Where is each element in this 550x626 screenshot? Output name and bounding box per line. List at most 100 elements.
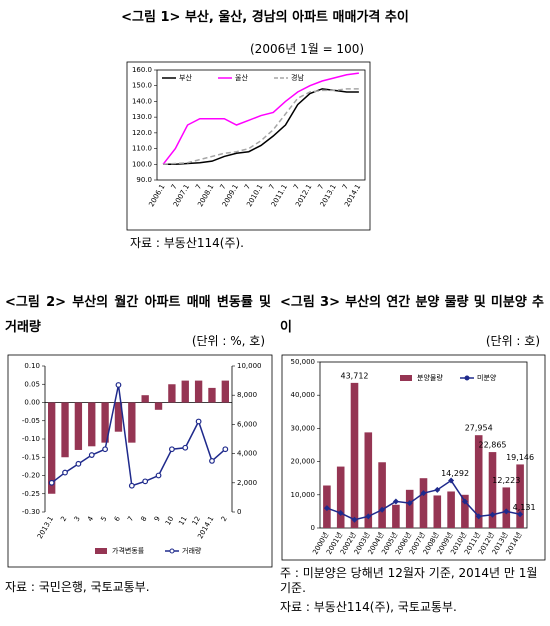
x-tick-label: 11: [177, 515, 188, 527]
bar: [336, 466, 345, 528]
marker: [379, 506, 386, 513]
figure-subtitle: (단위 : %, 호): [191, 334, 265, 348]
y2-tick-label: 0: [237, 508, 241, 516]
bar: [461, 494, 469, 528]
x-tick-label: 9: [153, 515, 162, 523]
legend-label: 미분양: [477, 373, 497, 382]
y-tick-label: 110.0: [132, 145, 152, 153]
marker: [448, 477, 455, 484]
bar: [350, 382, 359, 528]
bar: [502, 487, 511, 528]
marker: [420, 490, 427, 497]
x-tick-label: 7: [316, 183, 325, 191]
marker: [392, 498, 399, 505]
y-tick-label: -0.20: [22, 472, 40, 480]
y-tick-label: 0.10: [24, 362, 40, 370]
y-tick-label: 140.0: [132, 97, 152, 105]
x-tick-label: 12: [191, 515, 202, 527]
x-tick-label: 7: [219, 183, 228, 191]
value-label: 27,954: [465, 424, 493, 433]
marker: [75, 460, 82, 467]
y-tick-label: 0: [311, 524, 315, 532]
bar: [101, 402, 109, 443]
source-note: 자료 : 국민은행, 국토교통부.: [5, 580, 150, 594]
line: [162, 72, 359, 165]
x-tick-label: 8: [139, 515, 148, 523]
y-tick-label: 130.0: [132, 113, 152, 121]
marker: [195, 418, 202, 425]
bar: [392, 504, 400, 528]
y-tick-label: -0.15: [22, 453, 40, 461]
figure-subtitle: (단위 : 호): [485, 334, 540, 348]
legend-marker: [464, 375, 470, 381]
source-note: 자료 : 부동산114(주).: [130, 236, 244, 250]
x-tick-label: 7: [292, 183, 301, 191]
legend-label: 거래량: [182, 546, 202, 555]
y-tick-label: 0.00: [24, 399, 40, 407]
figure-title: <그림 3> 부산의 연간 분양 물량 및 미분양 추이: [280, 295, 544, 335]
legend-label: 울산: [235, 73, 248, 82]
bar: [194, 380, 203, 403]
y-tick-label: 20,000: [291, 458, 316, 466]
marker: [475, 513, 482, 520]
x-tick-label: 6: [113, 515, 122, 523]
y-tick-label: 100.0: [132, 160, 152, 168]
bar: [221, 380, 229, 403]
bar: [419, 478, 428, 528]
y-tick-label: 50,000: [291, 358, 316, 366]
y-tick-label: 160.0: [132, 66, 152, 74]
y2-tick-label: 6,000: [237, 420, 257, 428]
marker: [365, 513, 372, 520]
plot-border: [156, 69, 366, 181]
marker: [102, 446, 109, 453]
value-label: 19,146: [506, 453, 534, 462]
line: [163, 88, 359, 166]
marker: [434, 486, 441, 493]
bar: [128, 402, 136, 443]
value-label: 14,292: [441, 469, 469, 478]
source-note: 자료 : 부동산114(주), 국토교통부.: [280, 600, 457, 614]
y-tick-label: 0.05: [24, 380, 40, 388]
marker: [155, 472, 162, 479]
legend-label: 부산: [179, 73, 192, 82]
value-label: 43,712: [341, 371, 369, 380]
marker: [503, 508, 510, 515]
x-tick-label: 2: [59, 515, 68, 523]
value-label: 12,223: [492, 476, 520, 485]
bar: [488, 452, 497, 528]
bar: [181, 380, 189, 403]
marker: [142, 478, 149, 485]
bar: [364, 432, 373, 528]
marker: [209, 458, 215, 464]
x-tick-label: 7: [341, 183, 350, 191]
marker: [115, 382, 122, 388]
footnote: 주 : 미분양은 당해년 12월자 기준, 2014년 만 1월 기준.: [280, 566, 538, 595]
marker: [222, 446, 229, 453]
marker: [182, 444, 189, 451]
bar: [114, 402, 123, 432]
x-tick-label: 7: [126, 515, 135, 523]
bar: [168, 384, 176, 403]
y-tick-label: -0.30: [22, 508, 40, 516]
legend-label: 분양물량: [417, 374, 443, 382]
y-tick-label: 10,000: [291, 491, 316, 499]
figure-title: <그림 1> 부산, 울산, 경남의 아파트 매매가격 추이: [121, 10, 409, 25]
line: [163, 88, 359, 166]
bar: [88, 402, 96, 447]
y-tick-label: 30,000: [291, 424, 316, 432]
bar: [474, 435, 483, 528]
marker: [517, 511, 524, 518]
bar: [447, 491, 455, 528]
bar: [61, 402, 69, 458]
bar: [74, 402, 83, 450]
legend-marker: [169, 548, 175, 554]
figure-title: <그림 2> 부산의 월간 아파트 매매 변동률 및 거래량: [5, 295, 271, 335]
legend-swatch: [95, 548, 107, 554]
y-tick-label: -0.10: [22, 435, 40, 443]
x-tick-label: 7: [268, 183, 277, 191]
x-tick-label: 7: [170, 183, 179, 191]
marker: [62, 469, 68, 476]
legend-label: 가격변동률: [112, 546, 145, 555]
